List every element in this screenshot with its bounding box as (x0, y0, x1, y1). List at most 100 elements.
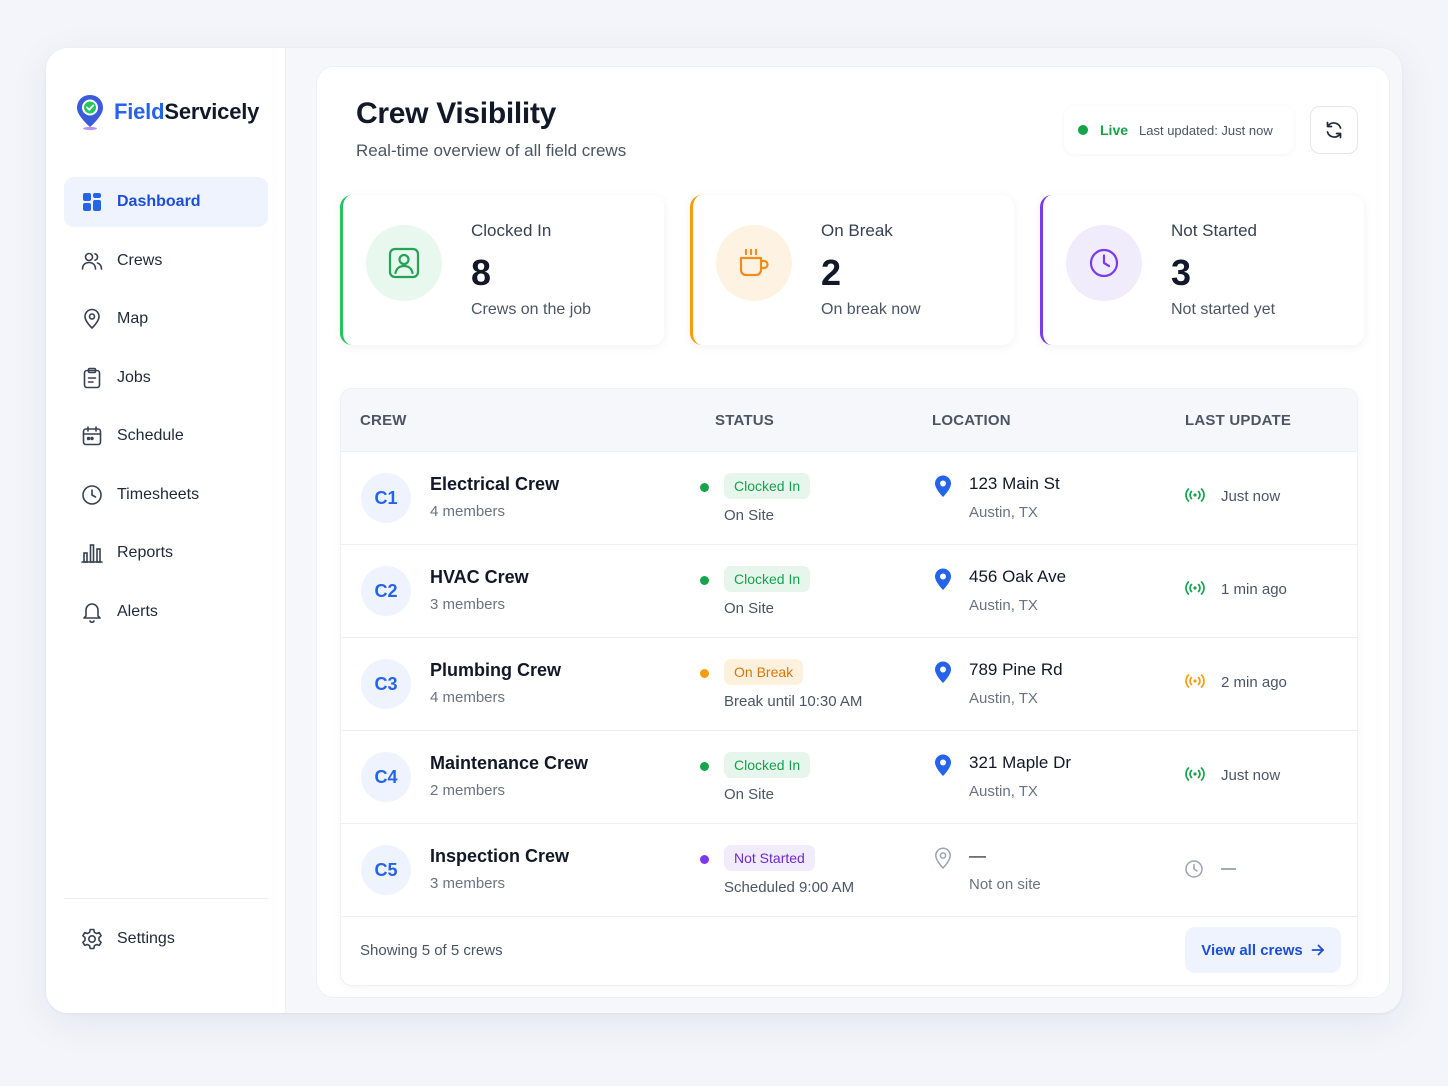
sidebar-item-label: Settings (117, 930, 175, 947)
status-badge: Clocked In (724, 752, 811, 778)
crew-table: CREW STATUS LOCATION LAST UPDATE C1 Elec… (340, 388, 1358, 986)
crew-name[interactable]: Maintenance Crew (430, 753, 589, 773)
crew-avatar: C3 (361, 659, 411, 709)
brand-logo[interactable]: FieldServicely (74, 93, 259, 131)
table-row[interactable]: C5 Inspection Crew 3 members Not Started… (341, 824, 1357, 917)
logo-pin-icon (77, 95, 103, 131)
location-pin-icon (933, 567, 953, 596)
brand-name: FieldServicely (114, 99, 260, 124)
crew-avatar: C4 (361, 752, 411, 802)
sidebar-item-map[interactable]: Map (64, 294, 268, 344)
status-detail: On Site (724, 786, 775, 803)
sidebar-item-label: Reports (117, 544, 174, 561)
table-row[interactable]: C2 HVAC Crew 3 members Clocked In On Sit… (341, 545, 1357, 638)
page-title: Crew Visibility (356, 97, 557, 130)
last-update-text: — (1221, 860, 1236, 877)
sidebar-item-label: Map (117, 310, 149, 327)
not-started-card[interactable]: Not Started 3 Not started yet (1040, 195, 1364, 345)
status-dot-icon (700, 483, 709, 492)
location-city: Austin, TX (969, 783, 1038, 800)
table-row[interactable]: C3 Plumbing Crew 4 members On Break Brea… (341, 638, 1357, 731)
last-update-text: Just now (1221, 488, 1281, 505)
grid-icon (81, 191, 103, 213)
card-value: 3 (1171, 252, 1192, 293)
location-city: Austin, TX (969, 597, 1038, 614)
calendar-icon (81, 425, 103, 447)
main-panel: Crew Visibility Real-time overview of al… (316, 66, 1390, 998)
refresh-button[interactable] (1310, 106, 1358, 154)
view-all-label: View all crews (1201, 941, 1303, 959)
table-row[interactable]: C1 Electrical Crew 4 members Clocked In … (341, 452, 1357, 545)
crew-members: 3 members (430, 875, 506, 892)
column-header-location[interactable]: LOCATION (932, 412, 1011, 429)
crew-avatar: C5 (361, 845, 411, 895)
sidebar-item-reports[interactable]: Reports (64, 528, 268, 578)
status-detail: On Site (724, 600, 775, 617)
clock-icon (1184, 859, 1204, 884)
users-icon (81, 250, 103, 272)
sidebar-divider (64, 898, 268, 899)
clock-icon (81, 484, 103, 506)
sidebar-item-timesheets[interactable]: Timesheets (64, 470, 268, 520)
location-city: Not on site (969, 876, 1041, 893)
status-detail: Scheduled 9:00 AM (724, 879, 855, 896)
status-dot-icon (700, 855, 709, 864)
view-all-crews-button[interactable]: View all crews (1185, 927, 1341, 973)
status-dot-icon (700, 669, 709, 678)
sidebar-nav: Dashboard Crews Map Jobs (64, 177, 268, 645)
live-status-indicator: Live Last updated: Just now (1064, 106, 1294, 154)
status-badge: On Break (724, 659, 804, 685)
sidebar-item-label: Schedule (117, 427, 184, 444)
column-header-last-update[interactable]: LAST UPDATE (1185, 412, 1292, 429)
crew-name[interactable]: HVAC Crew (430, 567, 529, 587)
card-description: Crews on the job (471, 301, 592, 318)
sidebar-item-jobs[interactable]: Jobs (64, 353, 268, 403)
last-update-text: 2 min ago (1221, 674, 1287, 691)
sidebar-item-dashboard[interactable]: Dashboard (64, 177, 268, 227)
status-detail: On Site (724, 507, 775, 524)
live-dot-icon (1078, 125, 1088, 135)
id-badge-icon (366, 225, 442, 301)
card-label: Not Started (1171, 221, 1257, 240)
status-dot-icon (700, 576, 709, 585)
sidebar-item-crews[interactable]: Crews (64, 236, 268, 286)
clock-icon (1066, 225, 1142, 301)
bar-chart-icon (81, 542, 103, 564)
location-address: — (969, 846, 986, 865)
signal-icon (1184, 766, 1206, 787)
status-badge: Clocked In (724, 566, 811, 592)
gear-icon (81, 928, 103, 950)
location-pin-icon (933, 753, 953, 782)
crew-members: 2 members (430, 782, 506, 799)
sidebar-item-label: Crews (117, 251, 163, 269)
settings-section: Settings (64, 914, 268, 973)
column-header-status[interactable]: STATUS (715, 412, 774, 429)
on-break-card[interactable]: On Break 2 On break now (690, 195, 1014, 345)
clocked-in-card[interactable]: Clocked In 8 Crews on the job (340, 195, 664, 345)
sidebar-item-schedule[interactable]: Schedule (64, 411, 268, 461)
status-badge: Clocked In (724, 473, 811, 499)
signal-icon (1184, 487, 1206, 508)
sidebar-item-label: Alerts (117, 602, 158, 620)
location-address: 321 Maple Dr (969, 753, 1072, 772)
crew-name[interactable]: Electrical Crew (430, 474, 560, 494)
crew-name[interactable]: Plumbing Crew (430, 660, 562, 680)
status-dot-icon (700, 762, 709, 771)
signal-icon (1184, 673, 1206, 694)
table-row[interactable]: C4 Maintenance Crew 2 members Clocked In… (341, 731, 1357, 824)
card-value: 8 (471, 252, 492, 293)
crew-name[interactable]: Inspection Crew (430, 846, 570, 866)
location-address: 789 Pine Rd (969, 660, 1063, 679)
sidebar-item-alerts[interactable]: Alerts (64, 587, 268, 637)
last-update-text: Just now (1221, 767, 1281, 784)
crew-members: 4 members (430, 503, 506, 520)
sidebar-item-label: Timesheets (117, 485, 200, 503)
refresh-icon (1326, 121, 1342, 139)
last-update-text: 1 min ago (1221, 581, 1287, 598)
sidebar-item-settings[interactable]: Settings (64, 914, 268, 964)
clipboard-icon (81, 367, 103, 389)
card-description: Not started yet (1171, 301, 1276, 318)
sidebar-item-label: Dashboard (117, 193, 201, 210)
column-header-crew[interactable]: CREW (360, 412, 407, 429)
card-value: 2 (821, 252, 842, 293)
